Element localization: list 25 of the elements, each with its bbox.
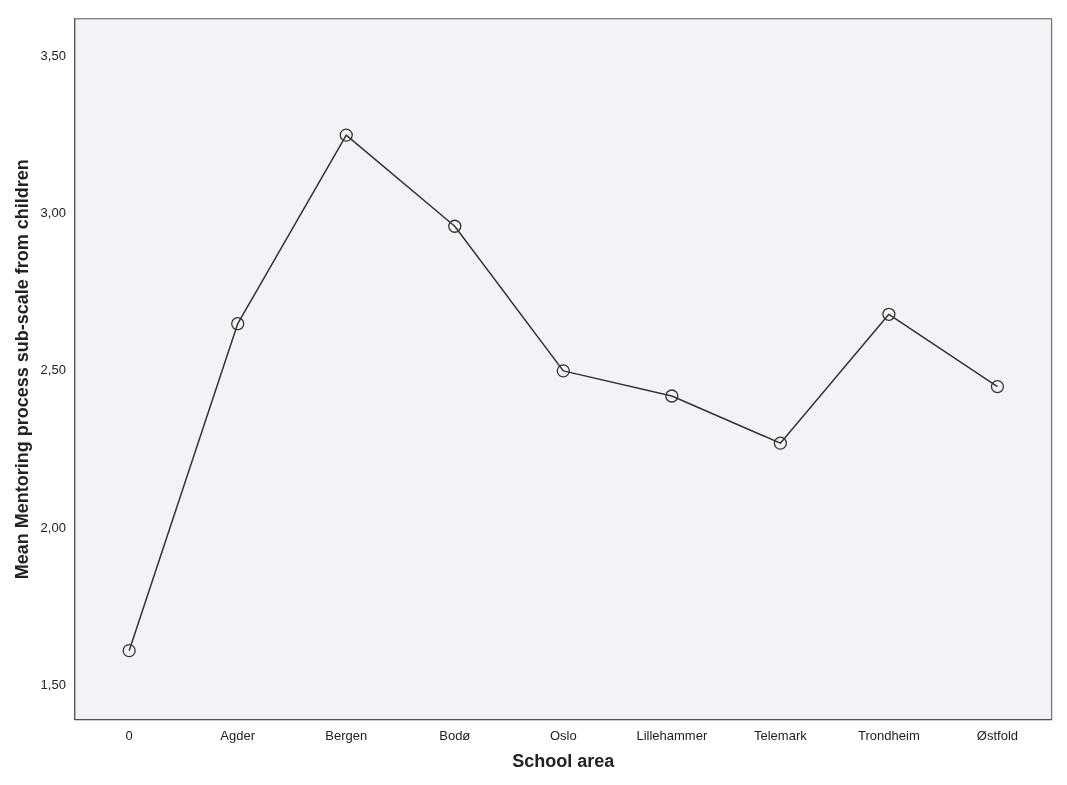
x-tick-label: Lillehammer xyxy=(636,728,708,744)
point xyxy=(339,128,353,142)
x-axis-title: School area xyxy=(512,751,616,772)
x-tick-label: 0 xyxy=(125,728,133,744)
y-axis-title: Mean Mentoring process sub-scale from children xyxy=(11,159,32,580)
y-tick-label: 1,50 xyxy=(40,676,66,692)
x-tick-label: Oslo xyxy=(549,728,577,744)
point xyxy=(773,436,788,450)
point xyxy=(882,307,896,321)
y-tick-label: 3,50 xyxy=(40,48,66,64)
y-tick-label: 3,00 xyxy=(40,205,66,221)
point xyxy=(665,389,679,403)
x-tick-label: Agder xyxy=(220,728,256,744)
point xyxy=(556,364,570,378)
y-tick-label: 2,00 xyxy=(40,519,66,535)
point xyxy=(990,379,1005,394)
x-tick-label: Bergen xyxy=(325,728,368,744)
point xyxy=(231,317,245,331)
point xyxy=(122,643,136,658)
x-tick-label: Bodø xyxy=(439,728,471,744)
point xyxy=(448,219,462,233)
y-tick-label: 2,50 xyxy=(40,362,66,378)
x-tick-label: Trondheim xyxy=(858,728,920,744)
x-tick-label: Telemark xyxy=(753,728,808,744)
x-tick-label: Østfold xyxy=(976,728,1019,744)
